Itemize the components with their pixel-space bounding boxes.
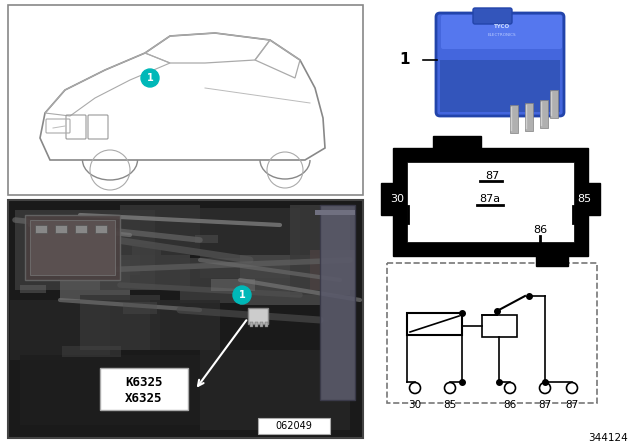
Bar xyxy=(150,300,220,350)
Bar xyxy=(211,279,255,291)
Bar xyxy=(100,255,190,290)
Bar xyxy=(100,368,188,410)
Bar xyxy=(120,205,200,255)
Bar xyxy=(586,183,600,215)
Bar xyxy=(407,162,574,242)
Bar xyxy=(265,322,268,327)
Bar xyxy=(407,313,462,335)
Bar xyxy=(20,355,220,425)
Bar xyxy=(180,258,240,303)
Text: 87: 87 xyxy=(538,400,552,410)
Bar xyxy=(540,100,548,128)
Bar xyxy=(62,346,121,357)
Bar xyxy=(75,225,87,233)
Bar xyxy=(536,254,568,266)
Bar xyxy=(290,205,350,295)
Text: 30: 30 xyxy=(408,400,422,410)
Bar xyxy=(440,60,560,112)
Text: ELECTRONICS: ELECTRONICS xyxy=(488,33,516,37)
Text: 87: 87 xyxy=(565,400,579,410)
Bar xyxy=(60,260,130,300)
Text: X6325: X6325 xyxy=(125,392,163,405)
Bar xyxy=(381,183,395,215)
Bar xyxy=(387,263,597,403)
Bar xyxy=(200,208,300,278)
FancyBboxPatch shape xyxy=(441,15,562,49)
Circle shape xyxy=(141,69,159,87)
Text: 86: 86 xyxy=(504,400,516,410)
Bar xyxy=(8,5,363,195)
Text: 1: 1 xyxy=(147,73,154,83)
Bar xyxy=(30,220,115,275)
FancyBboxPatch shape xyxy=(473,8,512,24)
Text: 87a: 87a xyxy=(479,194,500,204)
Text: 062049: 062049 xyxy=(276,421,312,431)
Bar xyxy=(320,205,355,400)
Bar xyxy=(250,322,253,327)
Bar xyxy=(20,285,46,293)
Text: 85: 85 xyxy=(577,194,591,204)
Bar xyxy=(260,322,263,327)
Text: TYCO: TYCO xyxy=(494,25,510,30)
Bar xyxy=(15,210,155,290)
Bar xyxy=(258,418,330,434)
Bar xyxy=(55,225,67,233)
Bar xyxy=(80,295,160,350)
Text: 1: 1 xyxy=(239,290,245,300)
Bar xyxy=(482,315,517,337)
Text: 85: 85 xyxy=(444,400,456,410)
FancyBboxPatch shape xyxy=(436,13,564,116)
Bar xyxy=(8,200,363,438)
Bar xyxy=(510,105,518,133)
Bar xyxy=(35,225,47,233)
Bar xyxy=(95,225,107,233)
Bar xyxy=(123,302,157,314)
Bar xyxy=(315,210,355,215)
Text: 87: 87 xyxy=(485,171,499,181)
Bar xyxy=(10,300,110,360)
Text: 344124: 344124 xyxy=(588,433,628,443)
Text: 86: 86 xyxy=(533,225,547,235)
Bar xyxy=(30,215,140,275)
Bar xyxy=(132,244,161,255)
Bar xyxy=(240,255,320,305)
Text: 1: 1 xyxy=(400,52,410,68)
Bar xyxy=(200,350,350,430)
Bar xyxy=(393,148,588,256)
Bar xyxy=(248,308,268,324)
Bar xyxy=(195,235,218,243)
Bar xyxy=(550,90,558,118)
Bar xyxy=(255,322,258,327)
Bar xyxy=(25,215,120,280)
Bar xyxy=(433,136,481,150)
Text: K6325: K6325 xyxy=(125,375,163,388)
Text: 30: 30 xyxy=(390,194,404,204)
Circle shape xyxy=(233,286,251,304)
Bar xyxy=(310,250,355,290)
Bar xyxy=(525,103,533,131)
